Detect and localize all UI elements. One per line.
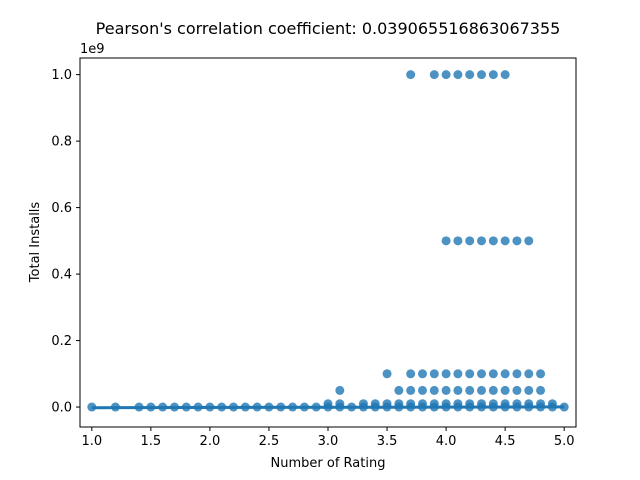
data-point xyxy=(500,369,510,379)
data-point xyxy=(441,236,451,246)
y-offset-label: 1e9 xyxy=(80,42,105,57)
data-point xyxy=(465,236,475,246)
data-point xyxy=(453,236,463,246)
chart-title: Pearson's correlation coefficient: 0.039… xyxy=(96,19,561,38)
y-tick-label: 0.0 xyxy=(51,401,72,416)
x-tick-label: 2.0 xyxy=(200,434,221,449)
x-tick-label: 1.5 xyxy=(141,434,162,449)
data-point xyxy=(429,369,439,379)
y-tick-label: 1.0 xyxy=(51,68,72,83)
x-axis-label: Number of Rating xyxy=(271,456,386,471)
x-tick-label: 4.5 xyxy=(495,434,516,449)
axis-ticks: 1.0 1.5 2.0 2.5 3.0 3.5 4.0 4.5 5.0 0.0 0.2 0.4 0.6 0… xyxy=(51,68,574,449)
data-point xyxy=(488,369,498,379)
data-point xyxy=(406,70,416,80)
x-tick-label: 5.0 xyxy=(554,434,575,449)
data-point xyxy=(524,236,534,246)
data-point xyxy=(488,236,498,246)
y-axis-label: Total Installs xyxy=(28,202,43,284)
x-tick-label: 3.0 xyxy=(318,434,339,449)
plot-area xyxy=(87,70,569,412)
data-point xyxy=(477,236,487,246)
data-point xyxy=(512,385,522,395)
data-point xyxy=(500,70,510,80)
data-point xyxy=(465,70,475,80)
y-tick-label: 0.8 xyxy=(51,135,72,150)
data-point xyxy=(488,385,498,395)
y-tick-label: 0.6 xyxy=(51,201,72,216)
data-point xyxy=(477,369,487,379)
data-point xyxy=(429,70,439,80)
data-point xyxy=(477,70,487,80)
data-point xyxy=(417,369,427,379)
data-point xyxy=(429,385,439,395)
data-point xyxy=(453,70,463,80)
x-tick-label: 2.5 xyxy=(259,434,280,449)
data-point xyxy=(465,369,475,379)
data-point xyxy=(536,385,546,395)
data-point xyxy=(441,70,451,80)
data-point xyxy=(465,385,475,395)
data-point xyxy=(512,236,522,246)
data-point xyxy=(394,385,404,395)
x-tick-label: 3.5 xyxy=(377,434,398,449)
data-point xyxy=(453,369,463,379)
data-point xyxy=(500,236,510,246)
data-point xyxy=(524,385,534,395)
regression-line xyxy=(91,405,565,410)
x-tick-label: 1.0 xyxy=(81,434,102,449)
x-tick-label: 4.0 xyxy=(436,434,457,449)
data-point xyxy=(512,369,522,379)
data-point xyxy=(335,385,345,395)
data-point xyxy=(453,385,463,395)
data-point xyxy=(417,385,427,395)
data-point xyxy=(500,385,510,395)
data-point xyxy=(441,369,451,379)
data-point xyxy=(536,369,546,379)
data-point xyxy=(441,385,451,395)
data-point xyxy=(382,369,392,379)
y-tick-label: 0.4 xyxy=(51,268,72,283)
data-point xyxy=(406,369,416,379)
data-point xyxy=(406,385,416,395)
y-tick-label: 0.2 xyxy=(51,334,72,349)
data-point xyxy=(488,70,498,80)
data-point xyxy=(477,385,487,395)
data-point xyxy=(524,369,534,379)
axes-frame xyxy=(79,57,577,428)
